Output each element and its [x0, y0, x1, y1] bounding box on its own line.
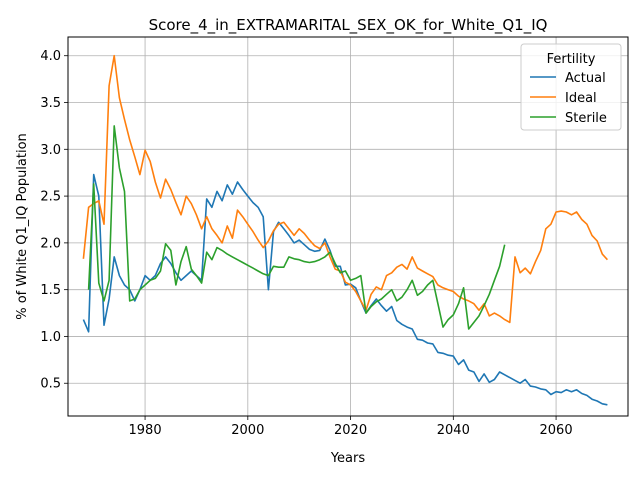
- y-tick-label: 1.0: [40, 330, 61, 345]
- series-lines: [82, 54, 608, 406]
- series-line-ideal: [82, 54, 608, 324]
- legend-label-actual: Actual: [565, 71, 606, 86]
- x-tick-label: 2020: [334, 423, 367, 438]
- legend-title: Fertility: [547, 52, 596, 67]
- legend-label-sterile: Sterile: [565, 111, 607, 126]
- y-tick-label: 2.0: [40, 236, 61, 251]
- legend: Fertility Actual Ideal Sterile: [520, 43, 622, 131]
- y-tick-label: 1.5: [40, 283, 61, 298]
- x-axis-ticks: 1980 2000 2020 2040 2060: [129, 416, 573, 438]
- x-tick-label: 2040: [437, 423, 470, 438]
- series-line-actual: [82, 173, 608, 406]
- y-tick-label: 0.5: [40, 377, 61, 392]
- chart-title: Score_4_in_EXTRAMARITAL_SEX_OK_for_White…: [149, 16, 548, 35]
- grid: [68, 37, 628, 416]
- series-line-sterile: [87, 125, 506, 330]
- x-tick-label: 2060: [540, 423, 573, 438]
- legend-label-ideal: Ideal: [565, 91, 597, 106]
- y-tick-label: 4.0: [40, 49, 61, 64]
- y-tick-label: 2.5: [40, 190, 61, 205]
- x-tick-label: 2000: [231, 423, 264, 438]
- x-tick-label: 1980: [129, 423, 162, 438]
- y-tick-label: 3.0: [40, 143, 61, 158]
- x-axis-label: Years: [330, 451, 366, 466]
- y-tick-label: 3.5: [40, 96, 61, 111]
- y-axis-label: % of White Q1_IQ Population: [15, 133, 30, 320]
- y-axis-ticks: 0.5 1.0 1.5 2.0 2.5 3.0 3.5 4.0: [40, 49, 68, 392]
- plot-area-frame: [67, 36, 629, 417]
- legend-box: [520, 43, 622, 131]
